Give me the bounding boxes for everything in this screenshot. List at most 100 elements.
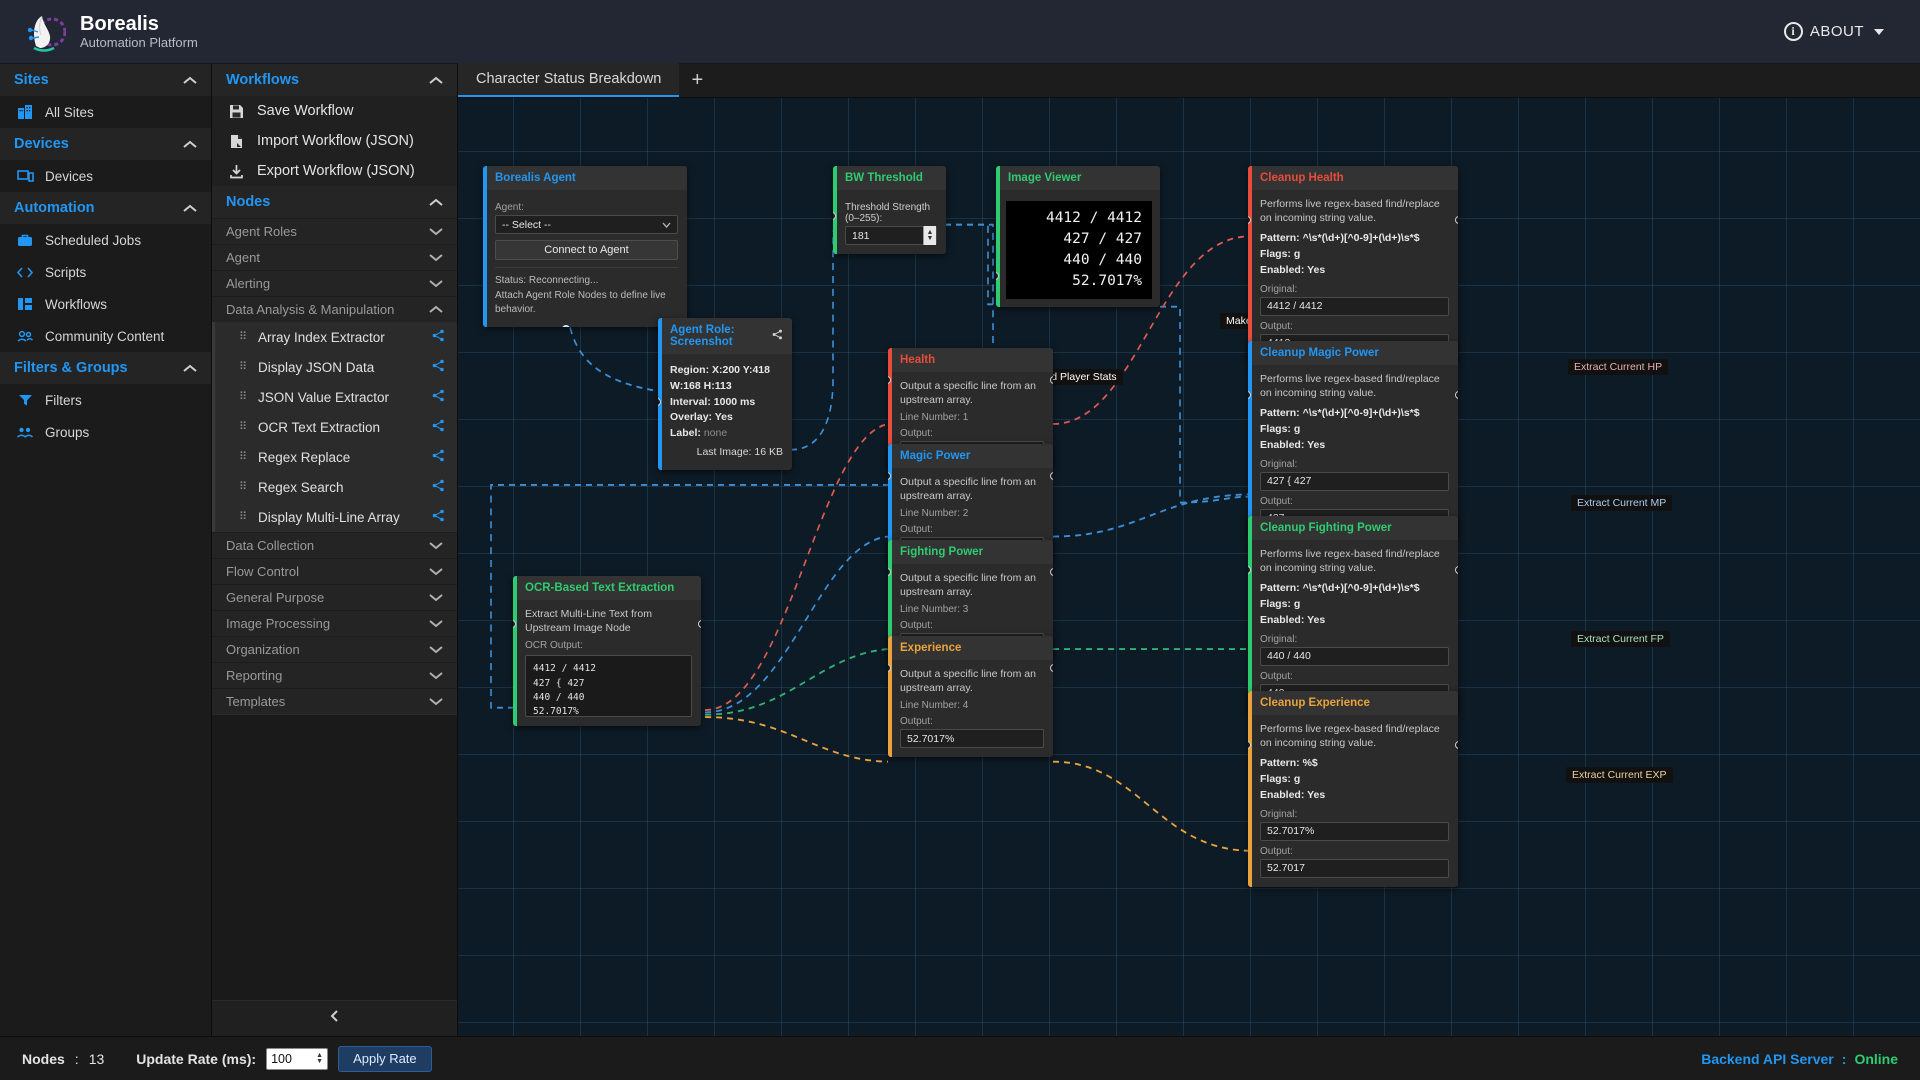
sidebar-item-filters[interactable]: Filters xyxy=(0,384,211,416)
save-workflow-button[interactable]: Save Workflow xyxy=(212,96,457,126)
share-icon[interactable] xyxy=(432,359,445,375)
sidebar-group-sites[interactable]: Sites xyxy=(0,64,211,96)
node-ocr-text-extraction[interactable]: OCR-Based Text Extraction Extract Multi-… xyxy=(513,576,701,727)
connect-to-agent-button[interactable]: Connect to Agent xyxy=(495,240,678,260)
node-bw-threshold[interactable]: BW Threshold Threshold Strength (0–255):… xyxy=(833,166,946,254)
output-port[interactable] xyxy=(698,620,701,628)
node-cleanup-magic-power[interactable]: Cleanup Magic Power Performs live regex-… xyxy=(1248,341,1458,537)
threshold-input[interactable]: 181 ▲ ▼ xyxy=(845,226,937,245)
drag-handle-icon[interactable]: ⠿ xyxy=(239,480,249,493)
palette-workflows-header[interactable]: Workflows xyxy=(212,64,457,96)
palette-category-label: Organization xyxy=(226,642,300,657)
share-icon[interactable] xyxy=(432,329,445,345)
node-agent-role-screenshot[interactable]: Agent Role: Screenshot Region: X:200 Y:4… xyxy=(658,318,792,470)
palette-node-regex-replace[interactable]: ⠿ Regex Replace xyxy=(212,442,457,472)
node-accent-bar xyxy=(1248,341,1252,537)
palette-nodes-header[interactable]: Nodes xyxy=(212,186,457,218)
sidebar-group-automation[interactable]: Automation xyxy=(0,192,211,224)
drag-handle-icon[interactable]: ⠿ xyxy=(239,360,249,373)
palette-category-data-collection[interactable]: Data Collection xyxy=(212,532,457,558)
output-port[interactable] xyxy=(1455,391,1458,399)
agent-select[interactable]: -- Select -- xyxy=(495,215,678,234)
node-description: Performs live regex-based find/replace o… xyxy=(1260,548,1440,575)
palette-empty-space xyxy=(212,714,457,1000)
output-port[interactable] xyxy=(1050,664,1053,672)
tab-character-status-breakdown[interactable]: Character Status Breakdown xyxy=(458,63,680,97)
share-icon[interactable] xyxy=(432,479,445,495)
node-image-viewer[interactable]: Image Viewer 4412 / 4412 427 / 427 440 /… xyxy=(996,166,1160,308)
node-cleanup-health[interactable]: Cleanup Health Performs live regex-based… xyxy=(1248,166,1458,362)
output-port[interactable] xyxy=(1050,376,1053,384)
sidebar-group-filters-groups[interactable]: Filters & Groups xyxy=(0,352,211,384)
palette-node-ocr-text-extraction[interactable]: ⠿ OCR Text Extraction xyxy=(212,412,457,442)
output-port[interactable] xyxy=(1455,216,1458,224)
share-icon[interactable] xyxy=(432,419,445,435)
sidebar-item-scripts[interactable]: Scripts xyxy=(0,256,211,288)
palette-category-data-analysis[interactable]: Data Analysis & Manipulation xyxy=(212,296,457,322)
palette-category-image-processing[interactable]: Image Processing xyxy=(212,610,457,636)
palette-collapse-button[interactable] xyxy=(212,1000,457,1036)
sidebar-item-all-sites[interactable]: All Sites xyxy=(0,96,211,128)
sidebar-item-groups[interactable]: Groups xyxy=(0,416,211,448)
drag-handle-icon[interactable]: ⠿ xyxy=(239,420,249,433)
node-accent-bar xyxy=(888,636,892,758)
regex-enabled: Enabled: Yes xyxy=(1260,263,1326,276)
agent-select-value: -- Select -- xyxy=(502,218,552,231)
palette-category-alerting[interactable]: Alerting xyxy=(212,270,457,296)
palette-node-array-index-extractor[interactable]: ⠿ Array Index Extractor xyxy=(212,322,457,352)
sidebar-item-devices[interactable]: Devices xyxy=(0,160,211,192)
regex-pattern: Pattern: ^\s*(\d+)[^0-9]+(\d+)\s*$ xyxy=(1260,582,1420,595)
output-port[interactable] xyxy=(1455,741,1458,749)
node-title: Image Viewer xyxy=(996,166,1160,190)
output-label: Output: xyxy=(900,620,933,632)
node-cleanup-fighting-power[interactable]: Cleanup Fighting Power Performs live reg… xyxy=(1248,516,1458,712)
node-canvas[interactable]: Read Player Stats Make it Easier to Read… xyxy=(458,98,1920,1036)
drag-handle-icon[interactable]: ⠿ xyxy=(239,450,249,463)
palette-category-templates[interactable]: Templates xyxy=(212,688,457,714)
palette-node-json-value-extractor[interactable]: ⠿ JSON Value Extractor xyxy=(212,382,457,412)
sidebar-item-label: Devices xyxy=(45,168,94,184)
app-header: Borealis Automation Platform i ABOUT xyxy=(0,0,1920,64)
node-description: Performs live regex-based find/replace o… xyxy=(1260,373,1440,400)
palette-node-regex-search[interactable]: ⠿ Regex Search xyxy=(212,472,457,502)
palette-category-general-purpose[interactable]: General Purpose xyxy=(212,584,457,610)
about-menu-button[interactable]: i ABOUT xyxy=(1783,22,1898,41)
stepper-icon[interactable]: ▲ ▼ xyxy=(316,1051,324,1065)
share-icon[interactable] xyxy=(772,329,783,343)
sidebar-item-workflows[interactable]: Workflows xyxy=(0,288,211,320)
export-workflow-button[interactable]: Export Workflow (JSON) xyxy=(212,156,457,186)
palette-category-reporting[interactable]: Reporting xyxy=(212,662,457,688)
palette-node-display-json-data[interactable]: ⠿ Display JSON Data xyxy=(212,352,457,382)
palette-category-flow-control[interactable]: Flow Control xyxy=(212,558,457,584)
update-rate-input[interactable]: 100 ▲ ▼ xyxy=(266,1047,329,1070)
output-port[interactable] xyxy=(1050,568,1053,576)
drag-handle-icon[interactable]: ⠿ xyxy=(239,510,249,523)
node-title: Health xyxy=(888,348,1053,372)
drag-handle-icon[interactable]: ⠿ xyxy=(239,390,249,403)
image-viewer-screen: 4412 / 4412 427 / 427 440 / 440 52.7017% xyxy=(1006,201,1152,300)
chevron-down-icon xyxy=(429,227,443,236)
palette-category-agent[interactable]: Agent xyxy=(212,244,457,270)
node-experience[interactable]: Experience Output a specific line from a… xyxy=(888,636,1053,758)
node-borealis-agent[interactable]: Borealis Agent Agent: -- Select -- Conne… xyxy=(483,166,687,327)
palette-category-organization[interactable]: Organization xyxy=(212,636,457,662)
node-accent-bar xyxy=(833,166,837,254)
node-cleanup-experience[interactable]: Cleanup Experience Performs live regex-b… xyxy=(1248,691,1458,887)
apply-rate-button[interactable]: Apply Rate xyxy=(338,1045,432,1072)
output-port[interactable] xyxy=(1050,472,1053,480)
sidebar-item-scheduled-jobs[interactable]: Scheduled Jobs xyxy=(0,224,211,256)
drag-handle-icon[interactable]: ⠿ xyxy=(239,330,249,343)
share-icon[interactable] xyxy=(432,449,445,465)
sidebar-item-community-content[interactable]: Community Content xyxy=(0,320,211,352)
backend-status-block: Backend API Server : Online xyxy=(1701,1051,1898,1067)
add-tab-button[interactable]: + xyxy=(691,68,704,91)
sidebar-group-devices[interactable]: Devices xyxy=(0,128,211,160)
output-port[interactable] xyxy=(1455,566,1458,574)
share-icon[interactable] xyxy=(432,389,445,405)
palette-category-agent-roles[interactable]: Agent Roles xyxy=(212,218,457,244)
share-icon[interactable] xyxy=(432,509,445,525)
stepper-icon[interactable]: ▲ ▼ xyxy=(923,226,936,245)
import-workflow-button[interactable]: Import Workflow (JSON) xyxy=(212,126,457,156)
palette-node-display-multi-line-array[interactable]: ⠿ Display Multi-Line Array xyxy=(212,502,457,532)
update-rate-value: 100 xyxy=(271,1051,292,1066)
